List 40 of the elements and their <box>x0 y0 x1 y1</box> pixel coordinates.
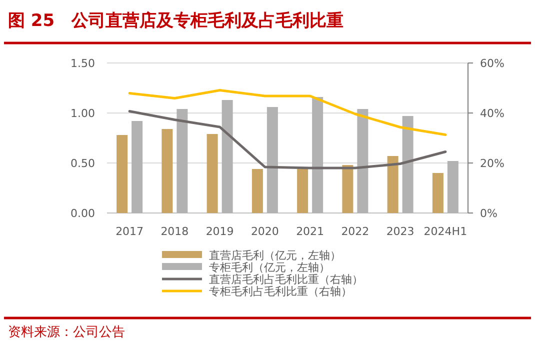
x-tick-label: 2020 <box>250 225 279 238</box>
bar <box>387 156 398 213</box>
y-tick-label: 1.50 <box>70 57 95 70</box>
y2-tick-label: 20% <box>480 157 504 170</box>
x-tick-label: 2021 <box>296 225 324 238</box>
bar <box>222 100 233 213</box>
line-series <box>128 110 447 170</box>
legend-label: 直营店毛利（亿元，左轴） <box>209 249 341 262</box>
line-series <box>128 89 447 136</box>
y-tick-label: 1.00 <box>70 107 95 120</box>
bar <box>252 169 263 213</box>
chart-title: 图 25 公司直营店及专柜毛利及占毛利比重 <box>8 11 344 31</box>
legend-label: 专柜毛利（亿元，左轴） <box>209 261 330 274</box>
bar <box>162 129 173 213</box>
bar <box>132 121 143 213</box>
legend-label: 专柜毛利占毛利比重（右轴） <box>209 285 352 298</box>
y-tick-label: 0.50 <box>70 157 95 170</box>
bar <box>402 116 414 213</box>
bar <box>206 134 218 213</box>
y2-tick-label: 40% <box>480 107 504 120</box>
bar <box>447 161 458 213</box>
bar <box>266 107 278 213</box>
x-tick-label: 2019 <box>206 225 234 238</box>
bar <box>432 173 444 213</box>
bar <box>297 169 308 213</box>
bar <box>342 165 354 213</box>
x-tick-label: 2018 <box>160 225 189 238</box>
y2-tick-label: 60% <box>480 57 504 70</box>
x-tick-label: 2017 <box>116 225 144 238</box>
y2-tick-label: 0% <box>480 207 498 220</box>
text: 资料来源：公司公告 <box>8 325 125 340</box>
x-tick-label: 2023 <box>386 225 414 238</box>
bar <box>176 109 188 213</box>
bar <box>357 109 368 213</box>
x-tick-label: 2022 <box>341 225 370 238</box>
x-tick-label: 2024H1 <box>424 225 468 238</box>
legend-label: 直营店毛利占毛利比重（右轴） <box>209 273 363 286</box>
y-tick-label: 0.00 <box>70 207 95 220</box>
bar <box>312 97 324 213</box>
bar <box>116 135 128 213</box>
